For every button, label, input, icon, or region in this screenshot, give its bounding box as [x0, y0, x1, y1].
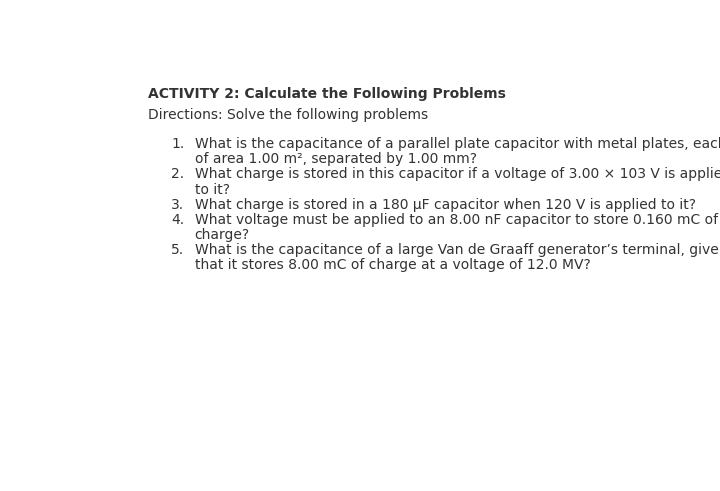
Text: What charge is stored in this capacitor if a voltage of 3.00 × 103 V is applied: What charge is stored in this capacitor …: [194, 167, 720, 182]
Text: of area 1.00 m², separated by 1.00 mm?: of area 1.00 m², separated by 1.00 mm?: [194, 153, 477, 166]
Text: to it?: to it?: [194, 183, 230, 196]
Text: What voltage must be applied to an 8.00 nF capacitor to store 0.160 mC of: What voltage must be applied to an 8.00 …: [194, 213, 718, 226]
Text: 4.: 4.: [171, 213, 184, 226]
Text: What charge is stored in a 180 μF capacitor when 120 V is applied to it?: What charge is stored in a 180 μF capaci…: [194, 197, 696, 212]
Text: What is the capacitance of a parallel plate capacitor with metal plates, each: What is the capacitance of a parallel pl…: [194, 137, 720, 151]
Text: 5.: 5.: [171, 243, 184, 257]
Text: ACTIVITY 2: Calculate the Following Problems: ACTIVITY 2: Calculate the Following Prob…: [148, 86, 506, 101]
Text: 2.: 2.: [171, 167, 184, 182]
Text: 1.: 1.: [171, 137, 184, 151]
Text: What is the capacitance of a large Van de Graaff generator’s terminal, given: What is the capacitance of a large Van d…: [194, 243, 720, 257]
Text: 3.: 3.: [171, 197, 184, 212]
Text: that it stores 8.00 mC of charge at a voltage of 12.0 MV?: that it stores 8.00 mC of charge at a vo…: [194, 258, 590, 272]
Text: Directions: Solve the following problems: Directions: Solve the following problems: [148, 108, 428, 122]
Text: charge?: charge?: [194, 227, 250, 242]
